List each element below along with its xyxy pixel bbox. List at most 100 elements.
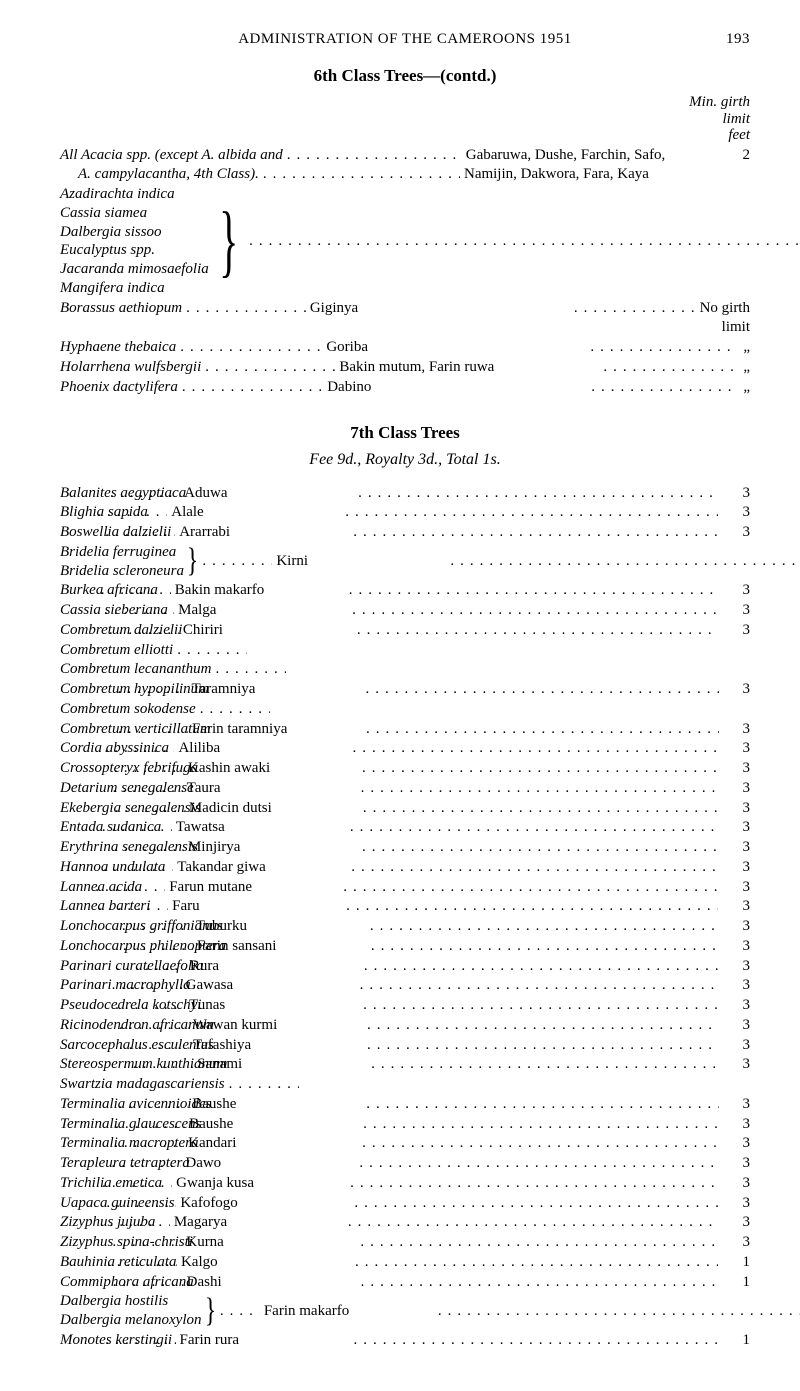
row-latin: Terminalia macroptera — [60, 1134, 114, 1153]
row-latin: Ricinodendron africanum — [60, 1016, 119, 1035]
table-row: Hyphaene thebaicaGoriba„ — [60, 338, 750, 357]
leader — [95, 878, 165, 897]
section7-fee: Fee 9d., Royalty 3d., Total 1s. — [60, 450, 750, 470]
leader — [119, 1016, 189, 1035]
leader — [115, 799, 185, 818]
leader — [118, 720, 188, 739]
row-val: 3 — [719, 1134, 750, 1153]
row-latin: Ekebergia senegalensis — [60, 799, 115, 818]
leader — [348, 1213, 718, 1232]
all-acacia-latin-a: All Acacia spp. (except A. albida and — [60, 146, 287, 165]
row-mid: Kalgo — [177, 1253, 355, 1272]
leader — [354, 1194, 718, 1213]
row-val: 3 — [718, 897, 750, 916]
row-latin: Lannea acida — [60, 878, 95, 897]
table-row: limit — [60, 318, 750, 337]
leader — [220, 1302, 260, 1321]
table-row: Phoenix dactyliferaDabino„ — [60, 378, 750, 397]
row-latin: Stereospermum kunthianum — [60, 1055, 123, 1074]
row-val: 3 — [718, 523, 750, 542]
leader — [177, 641, 247, 660]
leader — [102, 818, 172, 837]
section6-heading: 6th Class Trees—(contd.) — [60, 65, 750, 86]
row-latin: Combretum lecananthum — [60, 660, 216, 679]
leader — [364, 957, 719, 976]
leader — [350, 818, 718, 837]
leader — [249, 232, 800, 251]
section7-rows-2: Burkea africanaBakin makarfo3Cassia sieb… — [60, 581, 750, 1291]
table-row: Combretum elliotti — [60, 641, 750, 660]
row-val: 1 — [718, 1331, 750, 1350]
row-val: 3 — [719, 937, 750, 956]
brace-icon: } — [204, 1292, 217, 1330]
row-latin: Balanites aegyptiaca — [60, 484, 110, 503]
leader — [180, 338, 322, 357]
row-val: 3 — [719, 720, 750, 739]
brace-name-1: Cassia siamea — [60, 204, 209, 223]
leader — [104, 739, 174, 758]
leader — [123, 1055, 193, 1074]
brace-name-2: Dalbergia sissoo — [60, 223, 209, 242]
row-latin: Holarrhena wulfsbergii — [60, 358, 205, 377]
leader — [101, 581, 171, 600]
leader — [438, 1302, 800, 1321]
table-row: Parinari macrophyllaGawasa3 — [60, 976, 750, 995]
row-val: „ — [732, 338, 750, 357]
table-row: Combretum dalzieliiChiriri3 — [60, 621, 750, 640]
row-latin: Blighia sapida — [60, 503, 97, 522]
row-val: 3 — [718, 601, 750, 620]
table-row: Terminalia glaucescensBaushe3 — [60, 1115, 750, 1134]
section6-brace-group: Azadirachta indica Cassia siamea Dalberg… — [60, 185, 750, 298]
table-row: Swartzia madagascariensis — [60, 1075, 750, 1094]
leader — [363, 996, 719, 1015]
section7-rows-3: Monotes kerstingiiFarin rura1 — [60, 1331, 750, 1350]
leader — [114, 759, 184, 778]
leader — [349, 581, 718, 600]
leader — [360, 976, 719, 995]
row-val: 3 — [718, 1174, 750, 1193]
table-row: Balanites aegyptiacaAduwa3 — [60, 484, 750, 503]
leader — [109, 621, 179, 640]
table-row: Terapleura tetrapteraDawo3 — [60, 1154, 750, 1173]
leader — [104, 601, 174, 620]
row-mid: Madicin dutsi — [185, 799, 363, 818]
leader — [100, 1213, 170, 1232]
row-mid: Tuburku — [192, 917, 370, 936]
section6-heading-text: 6th Class Trees—(contd.) — [314, 66, 497, 85]
leader — [345, 503, 717, 522]
leader — [367, 1036, 719, 1055]
row-val: 3 — [719, 1095, 750, 1114]
row-val: 3 — [718, 484, 750, 503]
row-val: 3 — [718, 858, 750, 877]
table-row: Crossopteryx febrifugaKashin awaki3 — [60, 759, 750, 778]
row-latin: Lannea barteri — [60, 897, 98, 916]
row-mid: Chiriri — [179, 621, 357, 640]
row-val: 3 — [718, 1154, 750, 1173]
min-girth-line-1: limit — [60, 111, 750, 128]
leader — [102, 1174, 172, 1193]
table-row: Cassia sieberianaMalga3 — [60, 601, 750, 620]
leader — [263, 165, 460, 184]
leader — [119, 1036, 189, 1055]
row-latin: Trichilia emetica — [60, 1174, 102, 1193]
table-row: Zizyphus spina-christiKurna3 — [60, 1233, 750, 1252]
row-mid: Tawatsa — [172, 818, 350, 837]
row-latin: Terminalia avicennioides — [60, 1095, 118, 1114]
leader — [362, 1134, 719, 1153]
leader — [116, 957, 186, 976]
row-latin: Lonchocarpus philenoptera — [60, 937, 123, 956]
row-mid: Minjirya — [184, 838, 362, 857]
row-mid: Kashin awaki — [184, 759, 362, 778]
leader — [353, 523, 718, 542]
leader — [200, 700, 270, 719]
leader — [367, 1016, 719, 1035]
brace-icon: } — [187, 543, 200, 581]
table-row: Detarium senegalenseTaura3 — [60, 779, 750, 798]
row-mid: Dawo — [181, 1154, 359, 1173]
row-latin: Hannoa undulata — [60, 858, 103, 877]
row-mid: Farun mutane — [165, 878, 343, 897]
brace-kirni-fill: Kirni 3 — [202, 543, 800, 581]
leader — [366, 720, 719, 739]
row-latin: Erythrina senegalensis — [60, 838, 114, 857]
row-mid: Bakin mutum, Farin ruwa — [335, 358, 603, 377]
